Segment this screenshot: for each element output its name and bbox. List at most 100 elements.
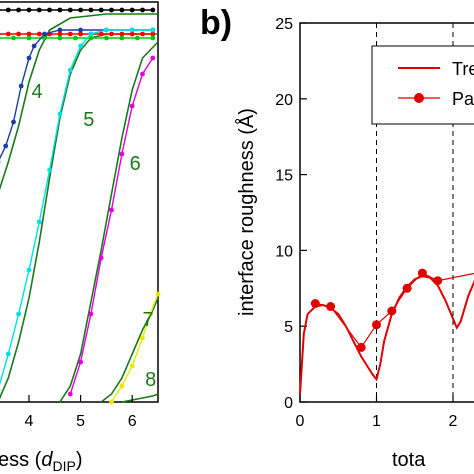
fit-curve [100,297,159,403]
panel-b: b) 0 5 10 15 20 25 0 1 2 interface roughness (Å… [200,4,474,471]
panel-a-frame [0,1,159,403]
data-point [109,7,114,13]
data-point [140,335,145,341]
data-point [26,7,32,13]
data-point [26,31,32,37]
data-point [119,7,125,13]
data-point [150,27,156,33]
y-tick-label: 25 [275,16,293,33]
curve-label: 5 [83,109,94,131]
data-point [387,306,397,316]
panel-a-x-ticks: 4 5 6 [25,395,137,430]
data-point [5,351,11,357]
data-point [5,31,11,37]
data-point [140,7,145,13]
curve-label: 4 [32,81,43,103]
data-point [129,27,135,33]
data-series-line [110,293,159,403]
data-point [150,7,156,13]
x-tick-label: 4 [25,413,34,430]
data-point [98,31,104,37]
panel-a-xlabel-text: ess ( [0,449,42,471]
panel-a: 4 5 6 7 8 4 5 6 ess (dDIP) [0,1,161,474]
panel-b-legend: Tre Pa [371,45,474,125]
panel-a-fits [0,13,159,403]
panel-b-frame [299,22,474,403]
y-tick-label: 10 [275,243,293,260]
data-point [73,35,78,41]
data-point [67,67,73,73]
data-point [78,43,83,49]
data-point [109,207,114,213]
panel-b-series [299,268,474,395]
data-point [11,35,16,41]
panel-a-curve-labels: 4 5 6 7 8 [32,81,157,391]
data-point [47,167,52,173]
data-point [109,399,114,405]
legend-box [371,45,474,125]
fit-curve [121,393,159,403]
data-point [36,219,42,225]
data-point [104,27,109,33]
data-point [78,27,83,33]
data-point [3,143,9,149]
data-point [78,359,83,365]
data-point [67,31,73,37]
data-point [78,31,83,37]
data-point [147,311,153,317]
data-point [119,383,125,389]
data-point [16,31,21,37]
legend-marker-swatch [414,93,424,103]
x-tick-label: 1 [372,413,381,430]
data-point [57,27,63,33]
data-point [129,103,135,109]
data-point [129,7,135,13]
data-point [88,31,94,37]
data-point [31,43,37,49]
x-tick-label: 6 [128,413,137,430]
data-point [88,35,94,41]
panel-a-xlabel: ess (dDIP) [0,449,82,474]
y-tick-label: 0 [284,395,293,412]
fit-curve [59,41,159,403]
data-point [36,7,42,13]
data-point [356,342,366,352]
data-point [78,7,83,13]
data-point [129,363,135,369]
data-point [57,35,63,41]
panel-a-series [0,7,161,405]
data-point [42,31,47,37]
y-tick-label: 5 [284,319,293,336]
panel-b-x-ticks: 0 1 2 [296,395,458,430]
data-point [310,299,320,308]
y-tick-label: 15 [275,168,293,185]
x-tick-label: 2 [449,413,458,430]
panel-b-ylabel: interface roughness (Å) [235,108,258,316]
data-point [372,320,381,330]
data-point [16,311,21,317]
x-tick-label: 5 [76,413,85,430]
data-point [26,55,32,61]
data-point [119,35,125,41]
data-point [36,31,42,37]
data-point [119,151,125,157]
data-point [88,7,94,13]
panel-a-xlabel-var: d [41,449,53,471]
y-tick-label: 20 [275,92,293,109]
data-point [326,302,336,311]
data-point [119,31,125,37]
series-line-tre [299,275,474,395]
data-point [18,83,24,89]
panel-a-xlabel-close: ) [76,449,83,471]
data-point [5,7,11,13]
panel-b-label: b) [200,4,232,42]
data-point [11,119,16,125]
data-point [42,35,47,41]
fit-curve [0,33,158,400]
data-point [26,35,32,41]
data-point [88,311,94,317]
data-point [402,283,412,293]
data-point [150,31,156,37]
legend-entry-tre: Tre [452,59,474,79]
data-point [57,31,63,37]
